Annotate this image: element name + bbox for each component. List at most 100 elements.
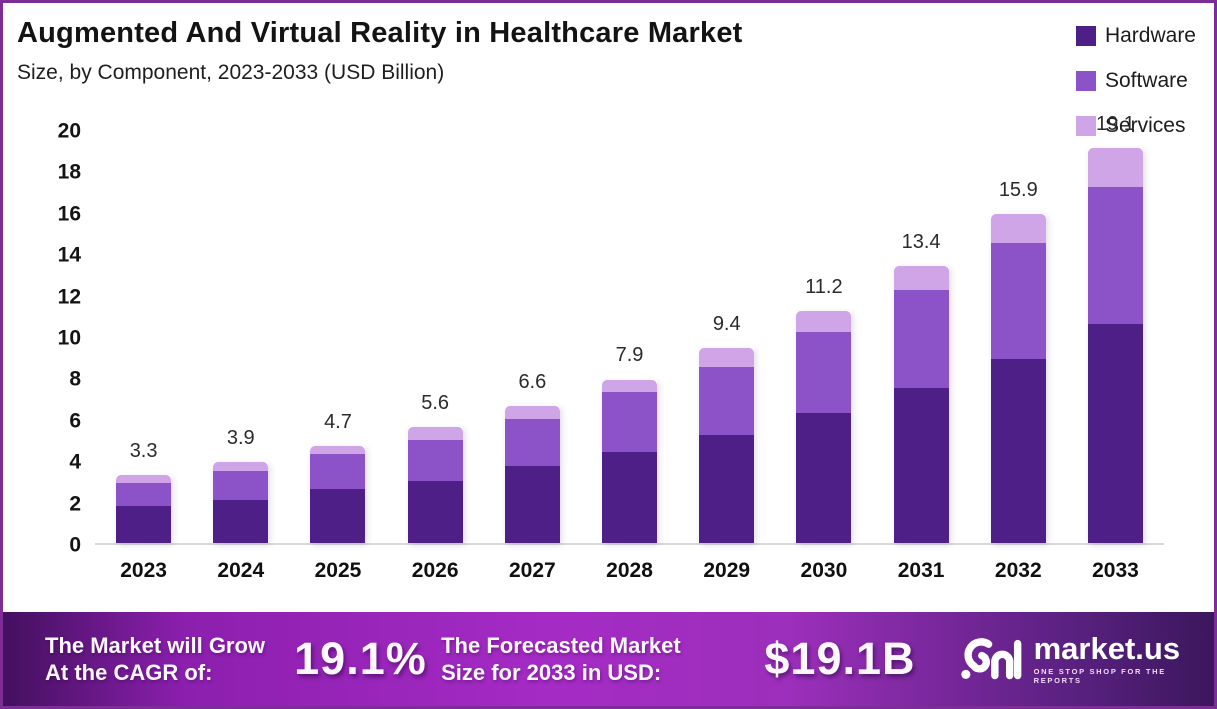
y-tick-label: 12 <box>57 285 81 309</box>
plot-area: 3.3 2023 3.9 2024 4.7 2025 5.6 2026 6.6 2027 7.9 20… <box>95 113 1164 582</box>
bar-group-2033: 19.1 2033 <box>1067 113 1164 582</box>
stacked-bar <box>407 427 463 543</box>
total-label: 3.9 <box>226 427 255 450</box>
stacked-bar <box>213 462 269 543</box>
x-axis-label: 2026 <box>411 559 459 582</box>
bar-segment-software <box>213 470 269 500</box>
y-tick-label: 16 <box>57 202 81 226</box>
y-tick-label: 0 <box>69 533 81 557</box>
legend-swatch-software <box>1075 70 1096 91</box>
bar-segment-services <box>990 213 1046 243</box>
stacked-bar <box>602 379 658 543</box>
brand-text: market.us ONE STOP SHOP FOR THE REPORTS <box>1034 633 1214 685</box>
bar-segment-software <box>796 331 852 413</box>
y-tick-label: 20 <box>57 119 81 143</box>
total-label: 3.3 <box>129 439 158 462</box>
bar-segment-services <box>310 445 366 454</box>
y-axis: 0 2 4 6 8 10 12 14 16 18 20 <box>31 121 81 556</box>
bar-segment-services <box>1087 147 1143 187</box>
bar-segment-services <box>893 265 949 291</box>
bar-segment-software <box>893 290 949 388</box>
legend: Hardware Software Services <box>1075 13 1196 148</box>
legend-label: Software <box>1104 68 1188 92</box>
x-axis-label: 2028 <box>606 559 653 582</box>
y-tick-label: 14 <box>57 243 81 267</box>
bar-segment-software <box>602 391 658 452</box>
total-label: 13.4 <box>901 230 941 253</box>
chart-panel: Augmented And Virtual Reality in Healthc… <box>3 3 1214 612</box>
bar-segment-services <box>407 427 463 440</box>
bar-segment-hardware <box>893 387 949 543</box>
bar-group-2026: 5.6 2026 <box>387 131 484 582</box>
brand-name: market.us <box>1033 631 1181 666</box>
total-label: 9.4 <box>712 313 741 336</box>
bar-segment-services <box>796 311 852 332</box>
bar-segment-hardware <box>990 358 1046 543</box>
cagr-label-line2: At the CAGR of: <box>45 660 213 685</box>
stacked-bar <box>699 348 755 543</box>
stacked-bar <box>310 445 366 543</box>
bar-segment-software <box>990 242 1046 359</box>
bar-segment-services <box>602 379 658 392</box>
x-axis-label: 2029 <box>703 559 751 582</box>
total-label: 5.6 <box>421 392 450 415</box>
total-label: 4.7 <box>324 410 352 433</box>
cagr-label-line1: The Market will Grow <box>45 632 266 658</box>
legend-item-services: Services <box>1075 103 1196 148</box>
cagr-label: The Market will Grow At the CAGR of: <box>45 632 280 687</box>
bar-segment-software <box>407 439 463 481</box>
legend-swatch-hardware <box>1075 25 1096 46</box>
bar-segment-services <box>504 406 560 419</box>
bar-group-2028: 7.9 2028 <box>581 131 678 582</box>
legend-label: Hardware <box>1104 23 1196 47</box>
bar-segment-software <box>116 482 172 506</box>
x-axis-label: 2023 <box>120 559 167 582</box>
y-tick-label: 18 <box>57 160 81 184</box>
x-axis-label: 2033 <box>1092 559 1139 582</box>
x-axis-label: 2024 <box>217 559 265 582</box>
x-axis-label: 2032 <box>994 559 1042 582</box>
stacked-bar <box>990 213 1046 543</box>
bar-segment-services <box>699 348 755 368</box>
bar-group-2025: 4.7 2025 <box>289 131 386 582</box>
bar-segment-hardware <box>602 451 658 543</box>
bar-group-2023: 3.3 2023 <box>95 131 192 582</box>
total-label: 15.9 <box>998 178 1038 201</box>
stacked-bar <box>1087 147 1143 543</box>
y-tick-label: 2 <box>69 492 81 516</box>
chart-subtitle: Size, by Component, 2023-2033 (USD Billi… <box>17 61 445 84</box>
bar-segment-hardware <box>699 435 755 543</box>
bar-segment-hardware <box>407 480 463 543</box>
y-tick-label: 6 <box>69 409 81 433</box>
x-axis-label: 2025 <box>314 559 362 582</box>
forecast-value: $19.1B <box>764 633 916 684</box>
bar-segment-hardware <box>116 505 172 543</box>
brand-tagline: ONE STOP SHOP FOR THE REPORTS <box>1033 667 1166 685</box>
bar-group-2024: 3.9 2024 <box>192 131 289 582</box>
total-label: 6.6 <box>518 371 547 394</box>
market-us-logo: market.us ONE STOP SHOP FOR THE REPORTS <box>959 631 1214 687</box>
y-tick-label: 4 <box>69 450 81 474</box>
stacked-bar <box>504 406 560 543</box>
x-axis-label: 2027 <box>508 559 556 582</box>
x-axis-label: 2031 <box>897 559 945 582</box>
forecast-label: The Forecasted Market Size for 2033 in U… <box>441 632 764 687</box>
legend-label: Services <box>1104 113 1186 137</box>
x-axis-label: 2030 <box>800 559 848 582</box>
y-tick-label: 8 <box>69 367 81 391</box>
bar-group-2029: 9.4 2029 <box>678 131 775 582</box>
total-label: 7.9 <box>615 344 644 367</box>
chart-title: Augmented And Virtual Reality in Healthc… <box>17 17 743 49</box>
bar-group-2032: 15.9 2032 <box>970 131 1067 582</box>
forecast-label-line1: The Forecasted Market <box>441 632 681 658</box>
legend-swatch-services <box>1075 115 1096 136</box>
bar-group-2027: 6.6 2027 <box>484 131 581 582</box>
total-label: 11.2 <box>805 276 843 299</box>
bar-segment-hardware <box>796 412 852 543</box>
footer-banner: The Market will Grow At the CAGR of: 19.… <box>3 612 1214 706</box>
market-us-logo-icon <box>961 638 1022 680</box>
bar-segment-services <box>116 474 172 483</box>
bar-segment-software <box>699 367 755 436</box>
bar-segment-software <box>504 418 560 467</box>
